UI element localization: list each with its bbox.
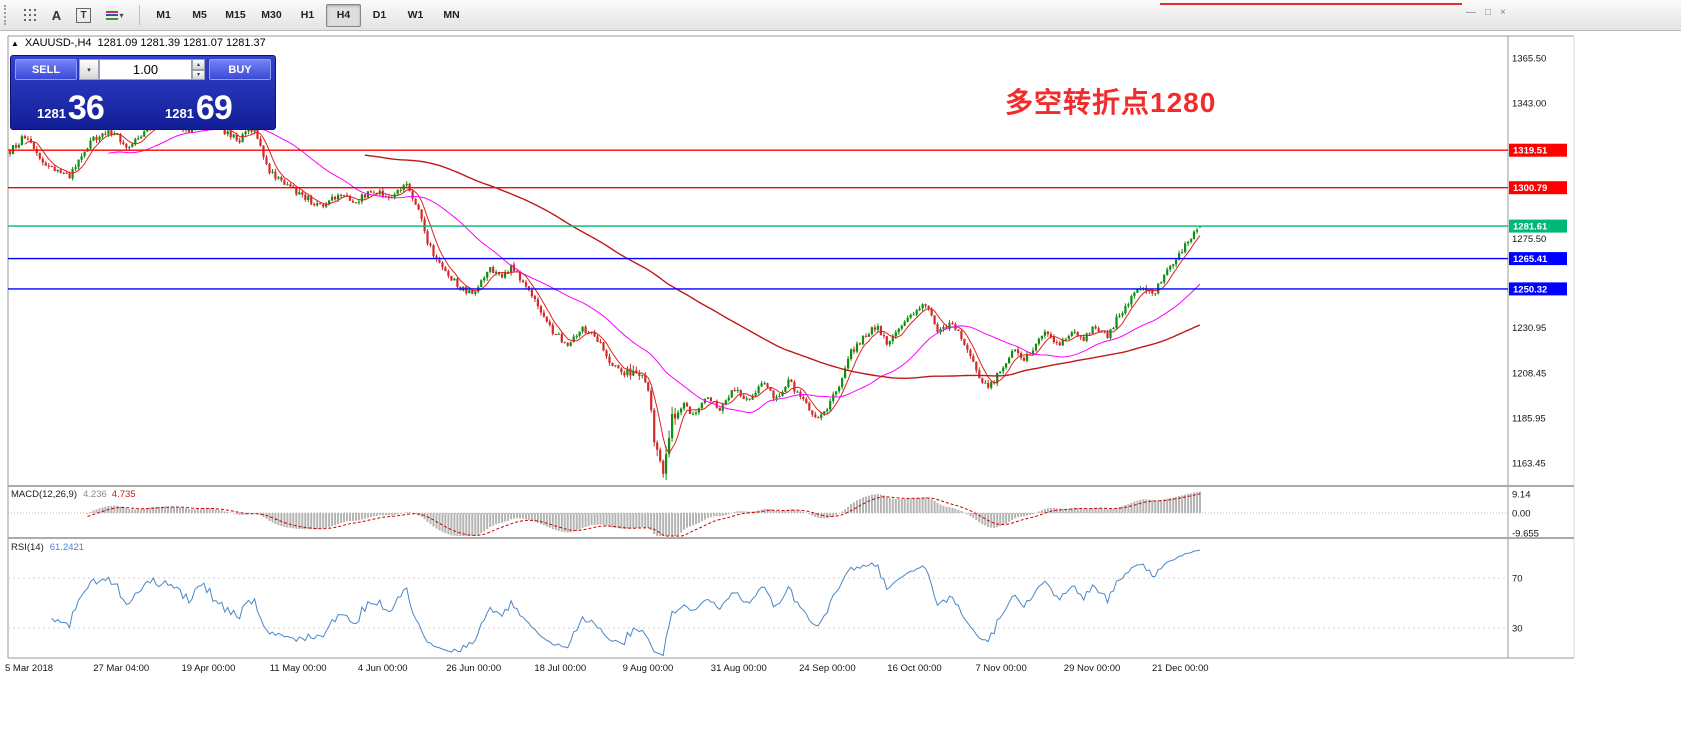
x-tick: 27 Mar 04:00 [93, 663, 149, 674]
ma-line-6 [24, 119, 1201, 455]
horizontal-lines [8, 149, 1508, 290]
moving-averages [24, 119, 1201, 455]
timeframe-button-m15[interactable]: M15 [225, 9, 246, 21]
close-icon[interactable]: × [1500, 7, 1506, 18]
rsi-indicator-label: RSI(14) 61.2421 [11, 542, 85, 553]
volume-dropdown-icon[interactable]: ▾ [79, 59, 99, 80]
stepper-down-icon[interactable]: ▾ [192, 69, 205, 80]
buy-button[interactable]: BUY [209, 59, 271, 80]
letter-t-icon: T [76, 7, 91, 23]
price-badge-label: 1281.61 [1513, 222, 1548, 233]
price-badge-label: 1300.79 [1513, 183, 1547, 194]
chart-window: 1365.50 1343.00 1275.50 1230.95 1208.45 1185.… [0, 31, 1681, 733]
drawn-red-line[interactable] [1160, 3, 1462, 5]
timeframe-group: M1 M5 M15 M30 H1 H4 D1 W1 MN [146, 3, 469, 27]
price-badge [1509, 219, 1567, 233]
text-label-button[interactable]: A [43, 3, 70, 27]
y-tick: 1185.95 [1512, 413, 1546, 424]
text-tool-button[interactable]: T [70, 3, 97, 27]
timeframe-button-h1[interactable]: H1 [300, 9, 315, 21]
y-tick: 1275.50 [1512, 234, 1546, 245]
time-axis[interactable]: 5 Mar 2018 27 Mar 04:00 19 Apr 00:00 11 May… [5, 663, 1209, 674]
chart-frame [7, 35, 1575, 659]
restore-icon[interactable]: □ [1485, 7, 1492, 18]
letter-a-icon: A [51, 7, 62, 23]
macd-tick: 9.14 [1512, 490, 1531, 501]
price-axis[interactable]: 1365.50 1343.00 1275.50 1230.95 1208.45 1185.… [1509, 54, 1567, 635]
chart-text-annotation[interactable]: 多空转折点1280 [1005, 87, 1217, 118]
x-tick: 29 Nov 00:00 [1064, 663, 1121, 674]
macd-indicator-label: MACD(12,26,9) 4.236 4.735 [11, 489, 136, 500]
ma-line-34 [108, 126, 1201, 414]
price-badge [1509, 252, 1567, 266]
y-tick: 1208.45 [1512, 368, 1546, 379]
timeframe-button-mn[interactable]: MN [443, 9, 460, 21]
macd-tick: 0.00 [1512, 509, 1531, 520]
line-style-icon [106, 9, 119, 21]
candlestick-series [8, 114, 1202, 480]
x-tick: 4 Jun 00:00 [358, 663, 408, 674]
timeframe-button-h4[interactable]: H4 [326, 3, 361, 27]
volume-stepper: ▴ ▾ [192, 59, 205, 80]
timeframe-button-m5[interactable]: M5 [192, 9, 207, 21]
buy-price-pips: 69 [195, 89, 233, 127]
rsi-panel [8, 549, 1508, 657]
rsi-level-tick: 30 [1512, 624, 1523, 635]
x-tick: 11 May 00:00 [270, 663, 327, 674]
window-controls: — □ × [1466, 7, 1506, 18]
chart-canvas[interactable]: 1365.50 1343.00 1275.50 1230.95 1208.45 1185.… [0, 31, 1681, 733]
y-tick: 1230.95 [1512, 323, 1546, 334]
y-tick: 1343.00 [1512, 99, 1546, 110]
one-click-trade-panel: SELL ▾ 1.00 ▴ ▾ BUY 1281 36 1281 69 [10, 55, 276, 130]
toolbar: A T ▾ M1 M5 M15 M30 H1 H4 D1 W1 MN — □ × [0, 0, 1681, 31]
price-badge-label: 1265.41 [1513, 254, 1548, 265]
buy-price[interactable]: 1281 69 [143, 81, 271, 126]
grid-dots-icon [23, 9, 36, 21]
ohlc-values: 1281.09 1281.39 1281.07 1281.37 [97, 37, 266, 49]
rsi-level-tick: 70 [1512, 574, 1523, 585]
sell-price-pips: 36 [67, 89, 105, 127]
line-style-button[interactable]: ▾ [97, 3, 133, 27]
x-tick: 16 Oct 00:00 [887, 663, 941, 674]
volume-input[interactable]: 1.00 [99, 59, 192, 80]
x-tick: 5 Mar 2018 [5, 663, 53, 674]
macd-panel [8, 491, 1508, 537]
x-tick: 18 Jul 00:00 [534, 663, 586, 674]
macd-tick: -9.655 [1512, 529, 1539, 540]
sell-price-main: 1281 [37, 106, 66, 121]
grid-dots-button[interactable] [16, 3, 43, 27]
chart-ohlc-header: ▲ XAUUSD-,H4 1281.09 1281.39 1281.07 128… [11, 37, 266, 49]
sell-price[interactable]: 1281 36 [15, 81, 143, 126]
timeframe-button-d1[interactable]: D1 [372, 9, 387, 21]
toolbar-separator [139, 5, 140, 25]
chevron-down-icon: ▾ [119, 10, 124, 20]
toolbar-grip[interactable] [4, 5, 12, 25]
ma-line-120 [364, 154, 1201, 379]
up-arrow-icon: ▲ [11, 38, 19, 48]
price-badge [1509, 282, 1567, 296]
x-tick: 19 Apr 00:00 [182, 663, 236, 674]
x-tick: 31 Aug 00:00 [711, 663, 767, 674]
symbol-title: XAUUSD-,H4 [24, 37, 92, 49]
x-tick: 7 Nov 00:00 [976, 663, 1027, 674]
price-badge-label: 1319.51 [1513, 146, 1548, 157]
timeframe-button-w1[interactable]: W1 [407, 9, 424, 21]
y-tick: 1163.45 [1512, 459, 1546, 470]
sell-button[interactable]: SELL [15, 59, 77, 80]
x-tick: 21 Dec 00:00 [1152, 663, 1209, 674]
timeframe-button-m1[interactable]: M1 [156, 9, 171, 21]
timeframe-button-m30[interactable]: M30 [261, 9, 282, 21]
x-tick: 26 Jun 00:00 [446, 663, 501, 674]
buy-price-main: 1281 [165, 106, 194, 121]
x-tick: 9 Aug 00:00 [623, 663, 674, 674]
price-badge [1509, 181, 1567, 195]
price-badge [1509, 143, 1567, 157]
y-tick: 1365.50 [1512, 54, 1546, 65]
x-tick: 24 Sep 00:00 [799, 663, 856, 674]
minimize-icon[interactable]: — [1466, 7, 1476, 18]
stepper-up-icon[interactable]: ▴ [192, 59, 205, 70]
price-badge-label: 1250.32 [1513, 284, 1547, 295]
